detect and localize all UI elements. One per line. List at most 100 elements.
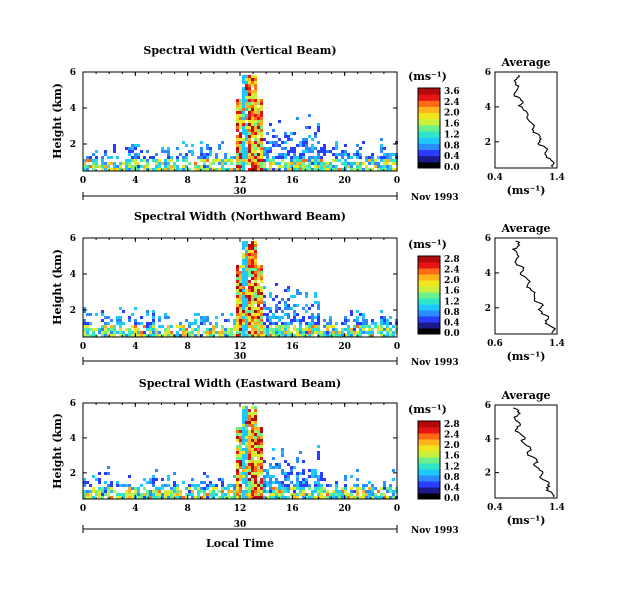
heatmap-cell xyxy=(245,135,248,138)
heatmap-cell xyxy=(263,484,266,487)
heatmap-cell xyxy=(164,162,167,165)
heatmap-cell xyxy=(317,153,320,156)
heatmap-cell xyxy=(152,168,155,171)
heatmap-cell xyxy=(242,316,245,319)
heatmap-cell xyxy=(242,289,245,292)
heatmap-cell xyxy=(314,487,317,490)
heatmap-cell xyxy=(320,150,323,153)
heatmap-cell xyxy=(251,448,254,451)
heatmap-cell xyxy=(239,487,242,490)
heatmap-cell xyxy=(356,331,359,334)
profile-line xyxy=(513,407,555,498)
heatmap-cell xyxy=(254,310,257,313)
heatmap-cell xyxy=(203,331,206,334)
heatmap-cell xyxy=(209,490,212,493)
heatmap-cell xyxy=(278,319,281,322)
heatmap-cell xyxy=(128,484,131,487)
heatmap-cell xyxy=(236,475,239,478)
heatmap-cell xyxy=(236,295,239,298)
heatmap-cell xyxy=(242,244,245,247)
colorbar-swatch xyxy=(418,94,440,101)
heatmap-cell xyxy=(224,159,227,162)
heatmap-cell xyxy=(290,481,293,484)
heatmap-cell xyxy=(104,168,107,171)
heatmap-cell xyxy=(269,165,272,168)
heatmap-cell xyxy=(293,316,296,319)
heatmap-cell xyxy=(275,283,278,286)
heatmap-cell xyxy=(257,334,260,337)
heatmap-cell xyxy=(311,304,314,307)
heatmap-cell xyxy=(359,328,362,331)
heatmap-cell xyxy=(242,424,245,427)
heatmap-cell xyxy=(245,117,248,120)
heatmap-cell xyxy=(221,334,224,337)
heatmap-cell xyxy=(287,484,290,487)
heatmap-cell xyxy=(212,162,215,165)
heatmap-cell xyxy=(215,331,218,334)
heatmap-cell xyxy=(314,301,317,304)
heatmap-cell xyxy=(164,490,167,493)
heatmap-cell xyxy=(239,144,242,147)
heatmap-cell xyxy=(134,147,137,150)
heatmap-cell xyxy=(161,493,164,496)
heatmap-cell xyxy=(149,481,152,484)
heatmap-cell xyxy=(164,313,167,316)
heatmap-cell xyxy=(278,153,281,156)
heatmap-cell xyxy=(254,271,257,274)
heatmap-cell xyxy=(224,319,227,322)
heatmap-cell xyxy=(230,162,233,165)
heatmap-cell xyxy=(335,487,338,490)
heatmap-cell xyxy=(236,331,239,334)
heatmap-cell xyxy=(245,301,248,304)
heatmap-cell xyxy=(209,328,212,331)
heatmap-cell xyxy=(242,147,245,150)
heatmap-cell xyxy=(152,331,155,334)
heatmap-cell xyxy=(314,490,317,493)
heatmap-cell xyxy=(248,78,251,81)
heatmap-cell xyxy=(269,162,272,165)
heatmap-cell xyxy=(125,168,128,171)
heatmap-cell xyxy=(356,150,359,153)
heatmap-cell xyxy=(308,496,311,499)
profile-frame xyxy=(494,237,558,335)
profile-title: Average xyxy=(500,222,550,235)
heatmap-cell xyxy=(248,262,251,265)
heatmap-cell xyxy=(281,322,284,325)
heatmap-cell xyxy=(254,262,257,265)
heatmap-cell xyxy=(254,493,257,496)
heatmap-cell xyxy=(143,165,146,168)
heatmap-cell xyxy=(101,328,104,331)
heatmap-cell xyxy=(131,165,134,168)
heatmap-cell xyxy=(311,475,314,478)
heatmap-cell xyxy=(191,478,194,481)
heatmap-cell xyxy=(254,75,257,78)
heatmap-cell xyxy=(305,304,308,307)
heatmap-cell xyxy=(227,490,230,493)
heatmap-cell xyxy=(176,159,179,162)
heatmap-cell xyxy=(305,493,308,496)
heatmap-cell xyxy=(239,316,242,319)
heatmap-cell xyxy=(296,168,299,171)
heatmap-cell xyxy=(140,334,143,337)
heatmap-cell xyxy=(227,328,230,331)
heatmap-cell xyxy=(128,475,131,478)
heatmap-cell xyxy=(107,165,110,168)
heatmap-cell xyxy=(263,304,266,307)
heatmap-cell xyxy=(323,162,326,165)
heatmap-cell xyxy=(302,481,305,484)
heatmap-cell xyxy=(305,484,308,487)
date-label: Nov 1993 xyxy=(411,358,459,368)
heatmap-cell xyxy=(122,322,125,325)
colorbar: (ms⁻¹)2.82.42.01.61.20.80.40.0 xyxy=(408,238,460,339)
colorbar-swatch xyxy=(418,493,440,500)
heatmap-cell xyxy=(257,147,260,150)
heatmap-cell xyxy=(296,496,299,499)
heatmap-cell xyxy=(377,162,380,165)
heatmap-cell xyxy=(245,81,248,84)
heatmap-cell xyxy=(248,445,251,448)
heatmap-cell xyxy=(242,274,245,277)
heatmap-cell xyxy=(290,334,293,337)
heatmap-cell xyxy=(320,496,323,499)
colorbar-tick-label: 2.8 xyxy=(444,255,460,265)
heatmap-cell xyxy=(200,165,203,168)
